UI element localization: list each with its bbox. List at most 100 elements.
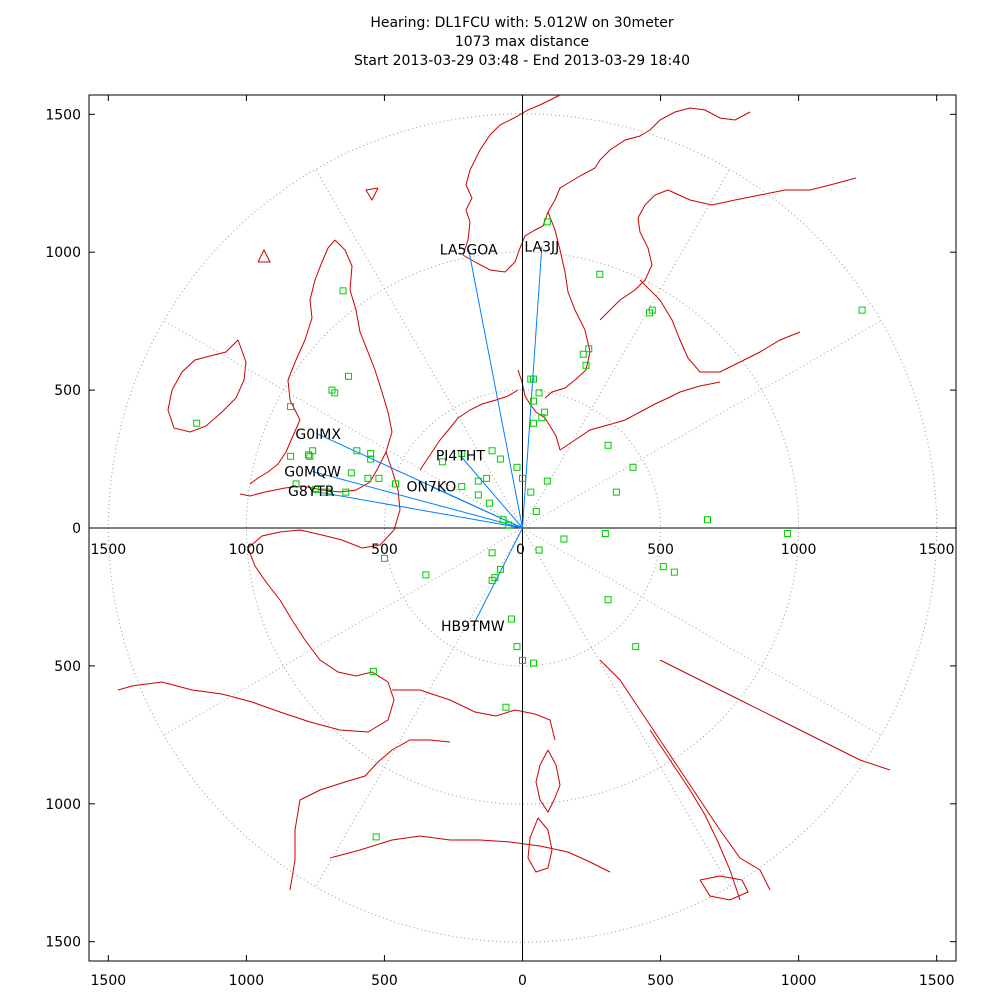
spot-marker bbox=[488, 447, 496, 455]
spot-marker bbox=[629, 463, 637, 471]
spot-marker bbox=[670, 568, 678, 576]
spot-marker bbox=[339, 287, 347, 295]
x-axis-zero-tick-label: 500 bbox=[647, 542, 674, 558]
y-tick-label: 1500 bbox=[45, 935, 81, 951]
spot-marker bbox=[530, 659, 538, 667]
spot-marker bbox=[458, 483, 466, 491]
spot-marker bbox=[193, 419, 201, 427]
x-tick-label: 500 bbox=[371, 973, 398, 989]
spot-marker bbox=[328, 386, 336, 394]
x-tick-label: 1000 bbox=[781, 973, 817, 989]
spot-marker bbox=[438, 458, 446, 466]
x-tick-label: 1500 bbox=[919, 973, 955, 989]
spot-marker bbox=[535, 389, 543, 397]
spot-marker bbox=[496, 565, 504, 573]
spot-marker bbox=[496, 455, 504, 463]
x-axis-zero-tick-label: 1000 bbox=[781, 542, 817, 558]
spot-marker bbox=[369, 667, 377, 675]
spot-marker bbox=[703, 516, 711, 524]
spot-marker bbox=[530, 397, 538, 405]
spot-marker bbox=[541, 408, 549, 416]
spot-marker bbox=[347, 469, 355, 477]
spot-marker bbox=[292, 480, 300, 488]
x-axis-zero-tick-label: 1000 bbox=[229, 542, 265, 558]
spot-marker bbox=[372, 833, 380, 841]
station-label-la3jj: LA3JJ bbox=[524, 240, 559, 256]
spot-marker bbox=[632, 643, 640, 651]
station-label-on7ko: ON7KO bbox=[406, 480, 456, 496]
spot-marker bbox=[543, 477, 551, 485]
spot-marker bbox=[784, 530, 792, 538]
spot-marker bbox=[513, 643, 521, 651]
spot-marker bbox=[505, 521, 513, 529]
x-tick-label: 500 bbox=[647, 973, 674, 989]
x-axis-zero-tick-label: 1500 bbox=[91, 542, 127, 558]
x-axis-zero-tick-label: 500 bbox=[371, 542, 398, 558]
spot-marker bbox=[305, 451, 313, 459]
spot-marker bbox=[659, 563, 667, 571]
spot-marker bbox=[612, 488, 620, 496]
spot-marker bbox=[858, 306, 866, 314]
spot-marker bbox=[488, 549, 496, 557]
spot-marker bbox=[507, 615, 515, 623]
spot-marker bbox=[287, 452, 295, 460]
x-tick-label: 1500 bbox=[91, 973, 127, 989]
spot-marker bbox=[422, 571, 430, 579]
chart-title-block: Hearing: DL1FCU with: 5.012W on 30meter … bbox=[0, 14, 1000, 71]
x-axis-zero-tick-label: 1500 bbox=[919, 542, 955, 558]
coastline-map bbox=[117, 95, 891, 901]
spot-marker bbox=[560, 535, 568, 543]
path-line-on7ko bbox=[431, 486, 523, 529]
spot-marker bbox=[604, 596, 612, 604]
x-axis-zero-label: 0 bbox=[516, 542, 525, 558]
spot-marker bbox=[380, 554, 388, 562]
spot-marker bbox=[474, 491, 482, 499]
spot-marker bbox=[596, 270, 604, 278]
chart-subtitle-distance: 1073 max distance bbox=[454, 34, 590, 50]
spot-marker bbox=[530, 419, 538, 427]
path-line-g0mqw bbox=[312, 470, 523, 529]
spot-marker bbox=[532, 507, 540, 515]
station-label-pi4tht: PI4THT bbox=[436, 449, 486, 465]
spot-marker bbox=[483, 474, 491, 482]
spot-marker bbox=[579, 350, 587, 358]
spot-marker bbox=[604, 441, 612, 449]
spot-marker bbox=[391, 480, 399, 488]
spot-marker bbox=[353, 447, 361, 455]
spot-marker bbox=[306, 452, 314, 460]
spot-marker bbox=[375, 474, 383, 482]
spot-marker bbox=[530, 375, 538, 383]
spot-marker bbox=[585, 345, 593, 353]
spot-marker bbox=[474, 477, 482, 485]
chart-subtitle-timespan: Start 2013-03-29 03:48 - End 2013-03-29 … bbox=[354, 53, 690, 69]
spot-marker bbox=[325, 488, 333, 496]
spot-marker bbox=[519, 474, 526, 482]
path-line-pi4tht bbox=[459, 455, 523, 529]
spot-marker bbox=[601, 530, 609, 538]
spot-marker bbox=[485, 499, 493, 507]
station-label-g0imx: G0IMX bbox=[295, 427, 341, 443]
x-tick-label: 0 bbox=[518, 973, 527, 989]
y-tick-label: 1000 bbox=[45, 797, 81, 813]
spot-marker bbox=[458, 450, 466, 458]
y-tick-label: 1000 bbox=[45, 245, 81, 261]
y-tick-label: 500 bbox=[54, 659, 81, 675]
spot-marker bbox=[582, 361, 590, 369]
spot-marker bbox=[488, 576, 496, 584]
y-tick-label: 1500 bbox=[45, 107, 81, 123]
station-label-g8ytr: G8YTR bbox=[288, 484, 335, 500]
path-line-g8ytr bbox=[311, 490, 523, 529]
y-tick-label: 0 bbox=[72, 521, 81, 537]
spot-marker bbox=[648, 306, 656, 314]
spot-marker bbox=[342, 488, 350, 496]
chart-title: Hearing: DL1FCU with: 5.012W on 30meter bbox=[370, 15, 674, 31]
spot-marker bbox=[499, 516, 507, 524]
spot-marker bbox=[543, 218, 551, 226]
spot-marker bbox=[527, 488, 535, 496]
spot-marker bbox=[367, 450, 375, 458]
spot-markers bbox=[193, 218, 866, 841]
spot-marker bbox=[535, 546, 543, 554]
spot-marker bbox=[502, 703, 510, 711]
path-line-la5goa bbox=[468, 249, 523, 529]
